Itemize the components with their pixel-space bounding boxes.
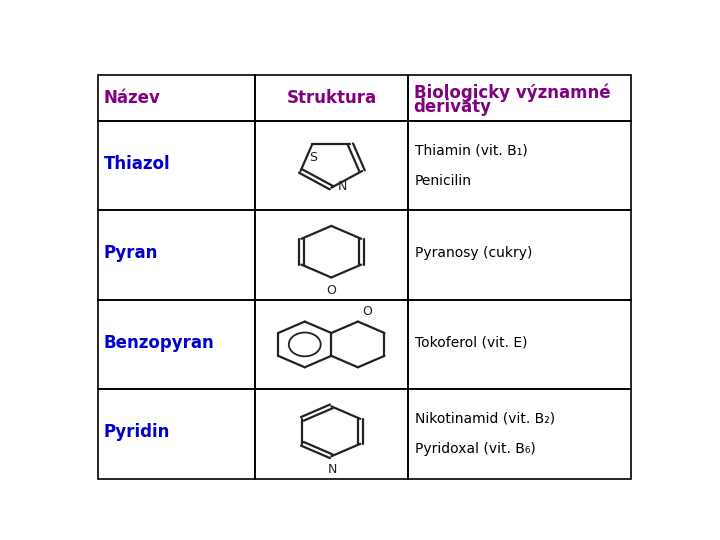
- Bar: [99, 75, 255, 121]
- Text: O: O: [326, 284, 336, 297]
- Text: Pyridin: Pyridin: [104, 423, 171, 441]
- Bar: [255, 300, 408, 389]
- Bar: [255, 121, 408, 210]
- Bar: [408, 300, 631, 389]
- Bar: [408, 211, 631, 300]
- Bar: [255, 75, 408, 121]
- Bar: [99, 300, 255, 389]
- Text: N: N: [328, 463, 337, 476]
- Text: S: S: [310, 151, 318, 164]
- Bar: [99, 389, 255, 478]
- Text: Thiamin (vit. B₁): Thiamin (vit. B₁): [415, 144, 528, 158]
- Bar: [255, 389, 408, 478]
- Bar: [408, 75, 631, 121]
- Text: N: N: [338, 179, 348, 192]
- Text: Penicilin: Penicilin: [415, 174, 472, 188]
- Text: Benzopyran: Benzopyran: [104, 334, 215, 352]
- Text: Nikotinamid (vit. B₂): Nikotinamid (vit. B₂): [415, 411, 555, 426]
- Text: Pyran: Pyran: [104, 244, 158, 262]
- Text: Thiazol: Thiazol: [104, 155, 171, 173]
- Text: Pyranosy (cukry): Pyranosy (cukry): [415, 246, 532, 260]
- Bar: [99, 121, 255, 210]
- Text: Struktura: Struktura: [287, 89, 377, 107]
- Text: Biologicky významné: Biologicky významné: [413, 83, 611, 102]
- Bar: [99, 211, 255, 300]
- Text: deriváty: deriváty: [413, 97, 492, 116]
- Bar: [255, 211, 408, 300]
- Text: O: O: [362, 305, 372, 318]
- Text: Název: Název: [104, 89, 161, 107]
- Bar: [408, 389, 631, 478]
- Text: Tokoferol (vit. E): Tokoferol (vit. E): [415, 336, 527, 349]
- Bar: [408, 121, 631, 210]
- Text: Pyridoxal (vit. B₆): Pyridoxal (vit. B₆): [415, 442, 536, 456]
